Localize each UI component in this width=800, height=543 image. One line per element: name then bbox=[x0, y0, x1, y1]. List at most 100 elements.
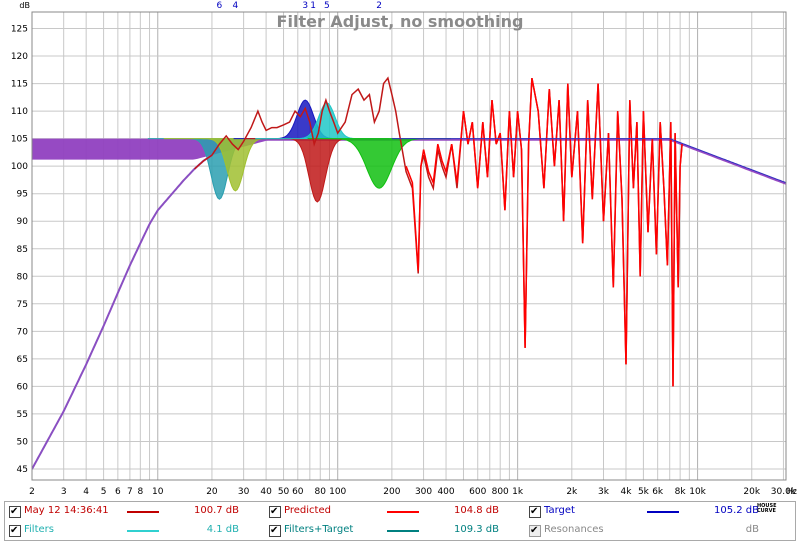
chart-title: Filter Adjust, no smoothing bbox=[277, 12, 524, 31]
y-tick-label: 125 bbox=[11, 25, 28, 35]
legend-item: Filters 4.1 dB bbox=[9, 521, 265, 540]
filter-marker-4: 4 bbox=[233, 1, 239, 11]
x-tick-label: 8 bbox=[137, 487, 143, 497]
y-tick-label: 90 bbox=[17, 217, 29, 227]
legend-panel: May 12 14:36:41 100.7 dB Predicted 104.8 dB… bbox=[4, 501, 796, 541]
legend-swatch bbox=[127, 530, 159, 532]
y-tick-label: 50 bbox=[17, 437, 29, 447]
legend-swatch bbox=[647, 511, 679, 513]
legend-checkbox[interactable] bbox=[529, 503, 541, 521]
x-tick-label: 8k bbox=[675, 487, 687, 497]
x-tick-label: 50 bbox=[278, 487, 290, 497]
x-tick-label: 20 bbox=[206, 487, 218, 497]
filter-shape-2 bbox=[163, 138, 307, 192]
legend-item: Resonances dB bbox=[529, 521, 785, 540]
x-tick-label: 7 bbox=[127, 487, 133, 497]
filter-marker-5: 5 bbox=[324, 1, 330, 11]
legend-checkbox[interactable] bbox=[269, 503, 281, 521]
y-tick-label: 45 bbox=[17, 465, 28, 475]
y-tick-label: 115 bbox=[11, 80, 28, 90]
legend-checkbox[interactable] bbox=[9, 503, 21, 521]
x-axis-ticks: 2 3 4 5 6 7 8 10 20 30 40 50 60 80 100 200 300 400 600 800 1… bbox=[29, 487, 797, 497]
x-tick-label: 80 bbox=[315, 487, 327, 497]
curves bbox=[32, 76, 786, 470]
x-tick-label: 800 bbox=[492, 487, 509, 497]
legend-label: Target bbox=[544, 505, 575, 516]
x-tick-label: 6 bbox=[115, 487, 121, 497]
y-tick-label: 80 bbox=[17, 272, 29, 282]
legend-checkbox[interactable] bbox=[9, 522, 21, 540]
grid bbox=[31, 12, 786, 480]
plot-border bbox=[31, 11, 787, 481]
legend-value: 100.7 dB bbox=[193, 505, 239, 516]
filter-shape-6 bbox=[307, 138, 451, 189]
legend-value: 4.1 dB bbox=[206, 524, 239, 535]
target-line bbox=[391, 138, 786, 184]
house-curve-badge: HOUSE CURVE bbox=[757, 503, 777, 514]
target-curve bbox=[32, 154, 213, 470]
y-tick-label: 85 bbox=[17, 245, 28, 255]
legend-item: Target 105.2 dB bbox=[529, 502, 785, 521]
x-tick-label: 10 bbox=[152, 487, 164, 497]
legend-label: Filters bbox=[24, 524, 54, 535]
filter-marker-3: 3 bbox=[302, 1, 308, 11]
filter-shape-5 bbox=[255, 102, 399, 140]
filter-shapes bbox=[147, 99, 451, 203]
x-tick-label: 5k bbox=[638, 487, 650, 497]
y-tick-label: 55 bbox=[17, 410, 28, 420]
filter-marker-6: 6 bbox=[217, 1, 223, 11]
x-tick-label: 6k bbox=[652, 487, 664, 497]
x-tick-label: 3k bbox=[598, 487, 610, 497]
x-tick-label: 600 bbox=[469, 487, 486, 497]
x-tick-label: 4k bbox=[621, 487, 633, 497]
x-tick-label: 4 bbox=[83, 487, 89, 497]
legend-value: dB bbox=[745, 524, 759, 535]
y-tick-label: 70 bbox=[17, 327, 29, 337]
legend-swatch bbox=[127, 511, 159, 513]
x-tick-label: 40 bbox=[260, 487, 272, 497]
filter-marker-1: 1 bbox=[310, 1, 316, 11]
filter-marker-2: 2 bbox=[376, 1, 382, 11]
y-tick-label: 100 bbox=[11, 162, 28, 172]
legend-label: May 12 14:36:41 bbox=[24, 505, 109, 516]
x-tick-label: 200 bbox=[383, 487, 400, 497]
legend-swatch bbox=[387, 511, 419, 513]
legend-checkbox[interactable] bbox=[529, 522, 541, 540]
legend-value: 105.2 dB bbox=[713, 505, 759, 516]
y-tick-label: 110 bbox=[11, 107, 28, 117]
x-tick-label: 300 bbox=[415, 487, 432, 497]
y-tick-label: 120 bbox=[11, 52, 28, 62]
legend-swatch bbox=[387, 530, 419, 532]
x-tick-label: 3 bbox=[61, 487, 67, 497]
y-axis-label: dB bbox=[19, 1, 30, 10]
y-axis-ticks: 45 50 55 60 65 70 75 80 85 90 95 100 105 110 115 120 125 bbox=[11, 25, 28, 475]
x-tick-label: 100 bbox=[329, 487, 346, 497]
x-axis-label: Hz bbox=[787, 487, 797, 496]
x-tick-label: 5 bbox=[101, 487, 107, 497]
plot-area bbox=[32, 76, 786, 470]
legend-value: 109.3 dB bbox=[453, 524, 499, 535]
x-tick-label: 20k bbox=[743, 487, 760, 497]
x-tick-label: 1k bbox=[512, 487, 524, 497]
legend-checkbox[interactable] bbox=[269, 522, 281, 540]
legend-item: May 12 14:36:41 100.7 dB bbox=[9, 502, 265, 521]
x-tick-label: 30.0k bbox=[771, 487, 797, 497]
predicted-curve bbox=[405, 77, 683, 387]
x-tick-label: 400 bbox=[437, 487, 454, 497]
y-tick-label: 60 bbox=[17, 382, 29, 392]
y-tick-label: 65 bbox=[17, 355, 28, 365]
x-tick-label: 2 bbox=[29, 487, 35, 497]
y-tick-label: 105 bbox=[11, 135, 28, 145]
x-tick-label: 10k bbox=[689, 487, 706, 497]
x-tick-label: 60 bbox=[292, 487, 304, 497]
filter-adjust-chart: 4550556065707580859095100105110115120125… bbox=[10, 1, 797, 497]
legend-label: Predicted bbox=[284, 505, 331, 516]
legend-label: Resonances bbox=[544, 524, 604, 535]
legend-label: Filters+Target bbox=[284, 524, 354, 535]
legend-item: Filters+Target 109.3 dB bbox=[269, 521, 525, 540]
y-tick-label: 75 bbox=[17, 300, 28, 310]
legend-value: 104.8 dB bbox=[453, 505, 499, 516]
x-tick-label: 2k bbox=[566, 487, 578, 497]
legend-item: Predicted 104.8 dB bbox=[269, 502, 525, 521]
